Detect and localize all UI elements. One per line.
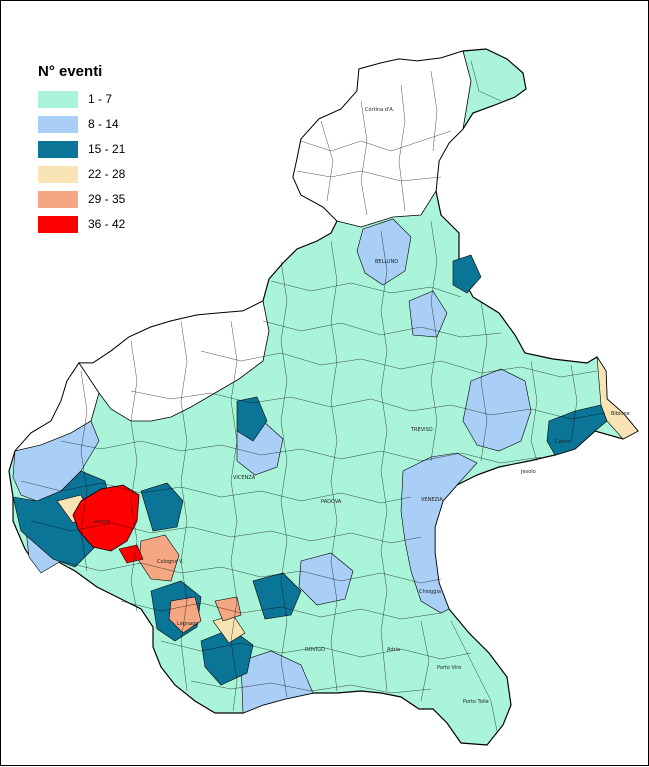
legend-item: 22 - 28 bbox=[38, 165, 178, 183]
zone-dark-verona-east bbox=[140, 482, 184, 532]
legend-label: 36 - 42 bbox=[88, 217, 126, 231]
zone-dark-treviso bbox=[452, 254, 482, 294]
legend-item: 15 - 21 bbox=[38, 140, 178, 158]
region-no-data-west bbox=[78, 300, 270, 422]
map-label: Caorle bbox=[555, 439, 571, 445]
zone-rovigo-south bbox=[240, 650, 314, 714]
zone-treviso-east bbox=[462, 368, 532, 452]
legend-swatch bbox=[38, 190, 78, 208]
legend-swatch bbox=[38, 140, 78, 158]
map-label: Porto Viro bbox=[437, 665, 461, 671]
map-label: Verona bbox=[93, 519, 110, 525]
zone-salmon-3 bbox=[214, 596, 242, 622]
map-label: PADOVA bbox=[321, 499, 342, 505]
zone-pale-coast bbox=[596, 356, 639, 440]
map-label: Porto Tolle bbox=[463, 699, 489, 705]
map-label: Bibione bbox=[611, 411, 630, 417]
legend-item: 36 - 42 bbox=[38, 215, 178, 233]
zone-venezia-lagoon bbox=[400, 452, 478, 614]
zone-salmon-1 bbox=[138, 534, 180, 582]
map-label: Legnago bbox=[177, 621, 198, 627]
zone-red-verona bbox=[72, 484, 140, 552]
legend-swatch bbox=[38, 215, 78, 233]
zone-treviso-north bbox=[408, 290, 448, 338]
map-label: Adria bbox=[387, 647, 400, 653]
map-label: BELLUNO bbox=[375, 259, 398, 265]
zone-dark-vicenza bbox=[236, 396, 268, 442]
region-no-data-north bbox=[292, 50, 472, 228]
map-label: VENEZIA bbox=[421, 497, 443, 503]
legend-title: N° eventi bbox=[38, 63, 103, 80]
legend-label: 15 - 21 bbox=[88, 142, 126, 156]
legend-label: 22 - 28 bbox=[88, 167, 126, 181]
map-label: VICENZA bbox=[233, 475, 256, 481]
map-labels: BELLUNO TREVISO VICENZA PADOVA VENEZIA R… bbox=[93, 107, 630, 705]
legend-swatch bbox=[38, 90, 78, 108]
legend-swatch bbox=[38, 115, 78, 133]
legend-swatch bbox=[38, 165, 78, 183]
legend-item: 1 - 7 bbox=[38, 90, 178, 108]
legend-item: 29 - 35 bbox=[38, 190, 178, 208]
municipal-boundaries bbox=[20, 60, 606, 732]
legend: N° eventi 1 - 7 8 - 14 15 - 21 22 - 28 2… bbox=[38, 63, 178, 240]
map-label: TREVISO bbox=[410, 427, 433, 433]
zone-dark-coast bbox=[546, 404, 608, 456]
map-label: Jesolo bbox=[520, 469, 536, 475]
map-label: Chioggia bbox=[419, 589, 441, 595]
map-label: ROVIGO bbox=[305, 647, 325, 653]
legend-label: 29 - 35 bbox=[88, 192, 126, 206]
legend-label: 8 - 14 bbox=[88, 117, 119, 131]
legend-label: 1 - 7 bbox=[88, 92, 113, 106]
legend-item: 8 - 14 bbox=[38, 115, 178, 133]
map-label: Cortina d'A. bbox=[365, 107, 395, 113]
zone-padova-south bbox=[298, 552, 354, 606]
zone-red-small bbox=[118, 544, 144, 564]
map-label: Cologna V. bbox=[157, 559, 184, 565]
